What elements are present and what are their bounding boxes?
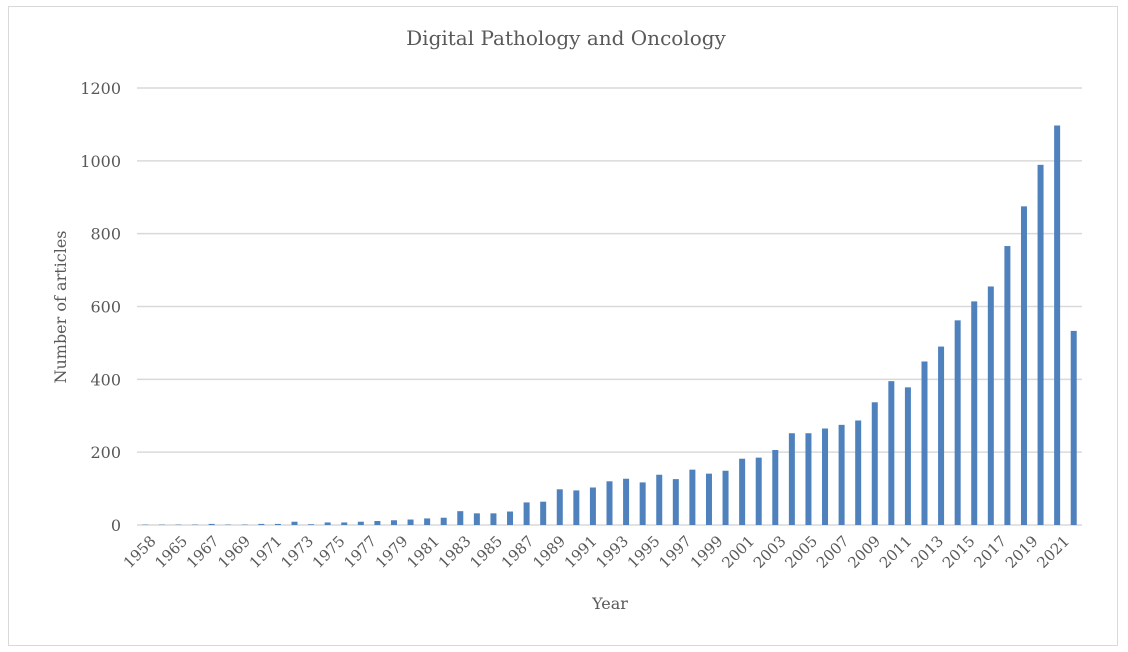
bar [656,474,663,525]
bar [1070,330,1077,525]
bar [523,502,530,525]
x-tick-label: 1989 [529,532,569,572]
x-tick-label: 2009 [844,532,884,572]
x-tick-label: 1969 [214,532,254,572]
chart-title: Digital Pathology and Oncology [406,26,726,50]
x-tick-label: 2015 [939,532,979,572]
x-tick-label: 1971 [246,532,286,572]
bar [888,381,895,525]
y-tick-label: 0 [111,516,121,535]
bar [274,523,281,525]
bar [424,518,431,525]
y-axis-label: Number of articles [51,230,70,383]
x-tick-label: 1975 [309,532,349,572]
bar [705,473,712,525]
bar [954,320,961,525]
bar [772,449,779,525]
x-tick-label: 1958 [120,532,160,572]
bar [589,487,596,525]
bar [1054,125,1061,526]
bar [822,428,829,525]
bar [473,513,480,525]
y-tick-label: 600 [90,298,121,317]
x-tick-label: 1967 [183,532,223,572]
bar [755,457,762,525]
bar [341,522,348,525]
bar [490,513,497,525]
y-tick-label: 1000 [80,152,121,171]
y-tick-label: 200 [90,443,121,462]
x-tick-label: 1987 [498,532,538,572]
bar [788,433,795,525]
bar [324,522,331,525]
bar [606,481,613,525]
x-tick-label: 2003 [750,532,790,572]
bar [258,523,265,525]
bar [374,520,381,525]
x-tick-label: 2013 [907,532,947,572]
bar [390,520,397,525]
bar [556,489,563,525]
y-tick-label: 1200 [80,79,121,98]
bar [987,286,994,525]
x-tick-label: 1999 [687,532,727,572]
bar [904,387,911,525]
bar [308,524,315,525]
bar [507,511,514,525]
x-axis-label: Year [591,594,628,613]
y-tick-label: 800 [90,225,121,244]
bar [921,361,928,525]
bar [855,420,862,525]
x-tick-label: 1985 [466,532,506,572]
bar [457,511,464,525]
bar [208,523,215,525]
x-tick-label: 1973 [277,532,317,572]
bar [739,458,746,525]
bar [971,301,978,525]
bar [639,482,646,525]
bar [722,470,729,525]
x-tick-label: 1979 [372,532,412,572]
x-tick-label: 1983 [435,532,475,572]
bar [291,521,298,525]
x-tick-label: 2011 [876,532,916,572]
x-tick-label: 2019 [1002,532,1042,572]
x-tick-label: 1981 [403,532,443,572]
x-tick-label: 2021 [1033,532,1073,572]
x-tick-label: 1995 [624,532,664,572]
bar [407,519,414,525]
bar [573,490,580,525]
x-tick-label: 1991 [561,532,601,572]
bar [623,478,630,525]
bar [838,424,845,525]
x-tick-label: 2001 [718,532,758,572]
bar [871,402,878,525]
bar [540,501,547,525]
bar [672,479,679,525]
bar [938,346,945,525]
x-tick-label: 1977 [340,532,380,572]
x-tick-label: 1965 [151,532,191,572]
x-tick-label: 2007 [813,532,853,572]
x-tick-label: 1997 [655,532,695,572]
bar [1037,164,1044,525]
bar [1004,246,1011,525]
bar [440,517,447,525]
x-tick-label: 2005 [781,532,821,572]
bar [805,433,812,525]
bar [357,521,364,525]
y-tick-label: 400 [90,370,121,389]
chart-frame [8,6,1118,646]
bar [1020,206,1027,525]
x-tick-label: 1993 [592,532,632,572]
x-tick-label: 2017 [970,532,1010,572]
bar [689,469,696,525]
